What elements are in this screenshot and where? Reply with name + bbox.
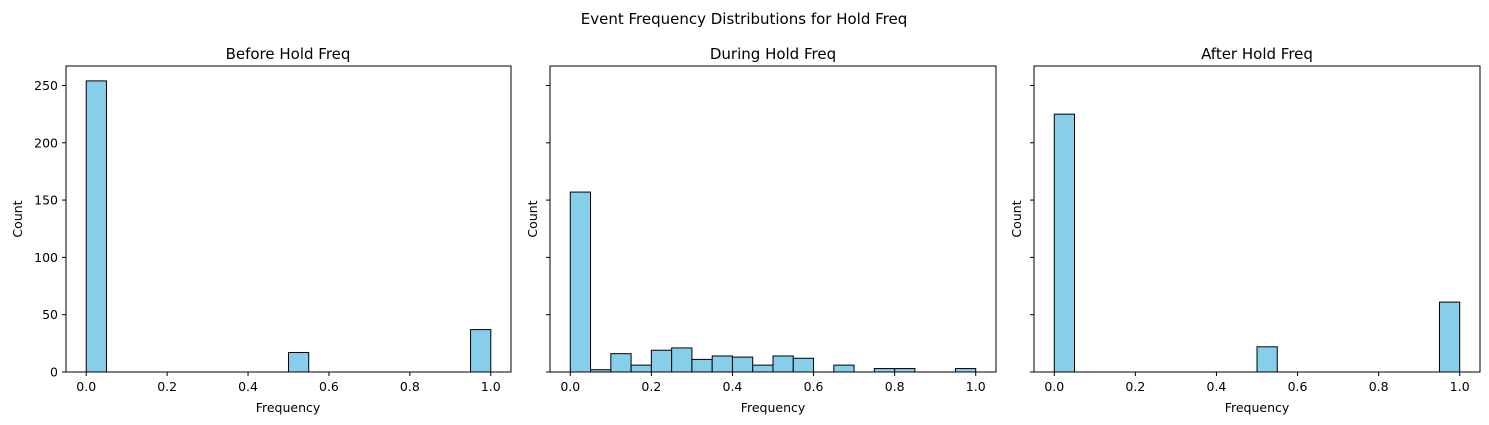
- x-tick-label: 0.4: [1207, 379, 1227, 394]
- figure-suptitle: Event Frequency Distributions for Hold F…: [581, 10, 908, 28]
- y-tick-label: 250: [34, 78, 58, 93]
- histogram-bar: [1053, 113, 1076, 373]
- x-tick-label: 0.0: [76, 379, 96, 394]
- histogram-bar: [470, 329, 492, 373]
- x-tick-label: 0.8: [1369, 379, 1389, 394]
- x-ticks: 0.0 0.2 0.4 0.6 0.8 1.0: [1044, 372, 1470, 394]
- y-ticks: 0 50 100 150 200 250: [34, 78, 66, 380]
- histogram-bar: [894, 368, 916, 373]
- x-ticks: 0.0 0.2 0.4 0.6 0.8 1.0: [76, 372, 501, 394]
- bars: [85, 80, 492, 373]
- panel-title: During Hold Freq: [710, 45, 836, 63]
- histogram-bar: [1256, 346, 1278, 373]
- x-tick-label: 0.2: [641, 379, 661, 394]
- panel-after: After Hold Freq Frequency Count 0.0 0.2 0.…: [1009, 45, 1481, 415]
- x-axis-label: Frequency: [256, 400, 321, 415]
- x-tick-label: 1.0: [481, 379, 501, 394]
- histogram-bar: [288, 352, 310, 373]
- y-axis-label: Count: [525, 200, 540, 237]
- histogram-bar: [671, 347, 693, 373]
- bars: [569, 191, 977, 373]
- x-tick-label: 1.0: [966, 379, 986, 394]
- histogram-bar: [731, 356, 754, 373]
- histogram-bar: [610, 353, 632, 373]
- x-axis-label: Frequency: [1225, 400, 1290, 415]
- x-tick-label: 0.2: [157, 379, 177, 394]
- histogram-bar: [833, 364, 855, 373]
- x-tick-label: 0.4: [238, 379, 258, 394]
- y-tick-label: 200: [34, 135, 58, 150]
- x-tick-label: 0.6: [804, 379, 824, 394]
- x-tick-label: 0.8: [400, 379, 420, 394]
- x-tick-label: 0.2: [1125, 379, 1145, 394]
- panel-before: Before Hold Freq Frequency Count 0.0 0.2 0…: [10, 45, 512, 415]
- axes-frame: [549, 65, 997, 373]
- histogram-bar: [772, 355, 794, 373]
- histogram-bar: [873, 368, 896, 373]
- x-tick-label: 0.4: [723, 379, 743, 394]
- panel-title: After Hold Freq: [1201, 45, 1313, 63]
- x-tick-label: 0.6: [1288, 379, 1308, 394]
- axes-frame: [65, 65, 512, 373]
- y-tick-label: 150: [34, 193, 58, 208]
- y-axis-label: Count: [10, 200, 25, 237]
- histogram-bar: [954, 368, 977, 373]
- x-ticks: 0.0 0.2 0.4 0.6 0.8 1.0: [560, 372, 986, 394]
- histogram-bar: [752, 364, 774, 373]
- y-axis-label: Count: [1009, 200, 1024, 237]
- y-ticks: [546, 84, 550, 373]
- y-ticks: [1030, 84, 1034, 373]
- histogram-bar: [569, 191, 592, 373]
- x-axis-label: Frequency: [741, 400, 806, 415]
- panel-title: Before Hold Freq: [226, 45, 351, 63]
- y-tick-label: 50: [42, 307, 58, 322]
- x-tick-label: 0.0: [1044, 379, 1064, 394]
- histogram-bar: [691, 358, 713, 373]
- histogram-bar: [711, 355, 733, 373]
- bars: [1053, 113, 1461, 373]
- x-tick-label: 0.6: [319, 379, 339, 394]
- histogram-bar: [650, 349, 673, 373]
- histogram-bar: [85, 80, 107, 373]
- y-tick-label: 100: [34, 250, 58, 265]
- x-tick-label: 0.8: [885, 379, 905, 394]
- x-tick-label: 0.0: [560, 379, 580, 394]
- histogram-bar: [1438, 301, 1461, 373]
- y-tick-label: 0: [50, 365, 58, 380]
- x-tick-label: 1.0: [1450, 379, 1470, 394]
- axes-frame: [1033, 65, 1481, 373]
- panel-during: During Hold Freq Frequency Count 0.0 0.2 0…: [525, 45, 997, 415]
- histogram-bar: [792, 357, 815, 373]
- histogram-bar: [630, 364, 652, 373]
